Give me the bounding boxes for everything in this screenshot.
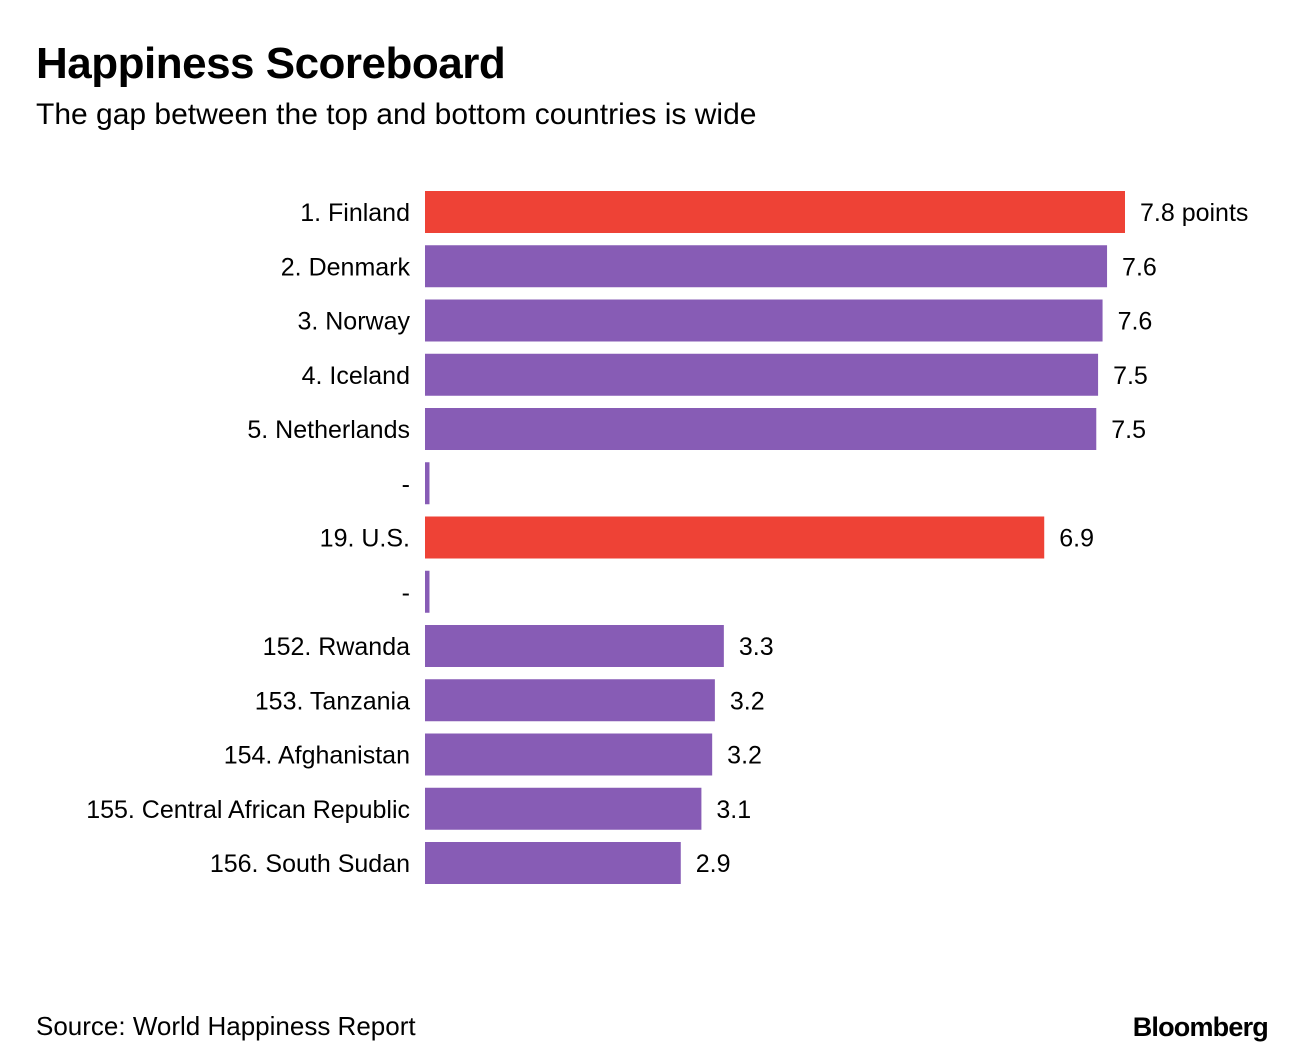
category-label: - — [402, 470, 410, 498]
bar-11 — [425, 787, 702, 830]
bar-5 — [425, 462, 430, 505]
value-label: 3.3 — [739, 633, 774, 661]
category-label: 152. Rwanda — [263, 633, 410, 661]
category-label: 3. Norway — [297, 308, 410, 336]
bar-8 — [425, 625, 724, 667]
category-label: 154. Afghanistan — [224, 742, 410, 770]
category-label: 155. Central African Republic — [86, 796, 410, 824]
bar-3 — [425, 353, 1099, 396]
bar-4 — [425, 408, 1097, 450]
category-label: 5. Netherlands — [247, 416, 410, 444]
chart-title: Happiness Scoreboard — [36, 39, 506, 88]
bar-7 — [425, 570, 430, 613]
value-label: 3.2 — [730, 687, 765, 715]
bar-2 — [425, 299, 1103, 342]
value-label: 7.8 points — [1140, 199, 1248, 227]
bar-9 — [425, 679, 715, 722]
bar-12 — [425, 842, 681, 884]
value-label: 7.6 — [1122, 253, 1157, 281]
value-label: 3.2 — [727, 742, 762, 770]
bloomberg-logo: Bloomberg — [1132, 1012, 1269, 1042]
value-label: 6.9 — [1059, 525, 1094, 553]
category-label: 19. U.S. — [320, 525, 410, 553]
bar-6 — [425, 516, 1045, 559]
bar-1 — [425, 245, 1108, 288]
value-label: 3.1 — [716, 796, 751, 824]
bar-10 — [425, 733, 713, 776]
category-label: - — [402, 579, 410, 607]
category-label: 153. Tanzania — [255, 687, 410, 715]
value-label: 7.5 — [1111, 416, 1146, 444]
value-label: 7.6 — [1118, 308, 1153, 336]
bar-chart: 1. Finland 7.8 points 2. Denmark 7.6 3. Norw… — [86, 191, 1248, 884]
source-note: Source: World Happiness Report — [36, 1011, 416, 1041]
chart-subtitle: The gap between the top and bottom count… — [36, 98, 757, 131]
category-label: 2. Denmark — [281, 253, 411, 281]
value-label: 7.5 — [1113, 362, 1148, 390]
category-label: 4. Iceland — [302, 362, 410, 390]
value-label: 2.9 — [696, 850, 731, 878]
category-label: 1. Finland — [300, 199, 410, 227]
category-label: 156. South Sudan — [210, 850, 410, 878]
bar-0 — [425, 191, 1125, 233]
